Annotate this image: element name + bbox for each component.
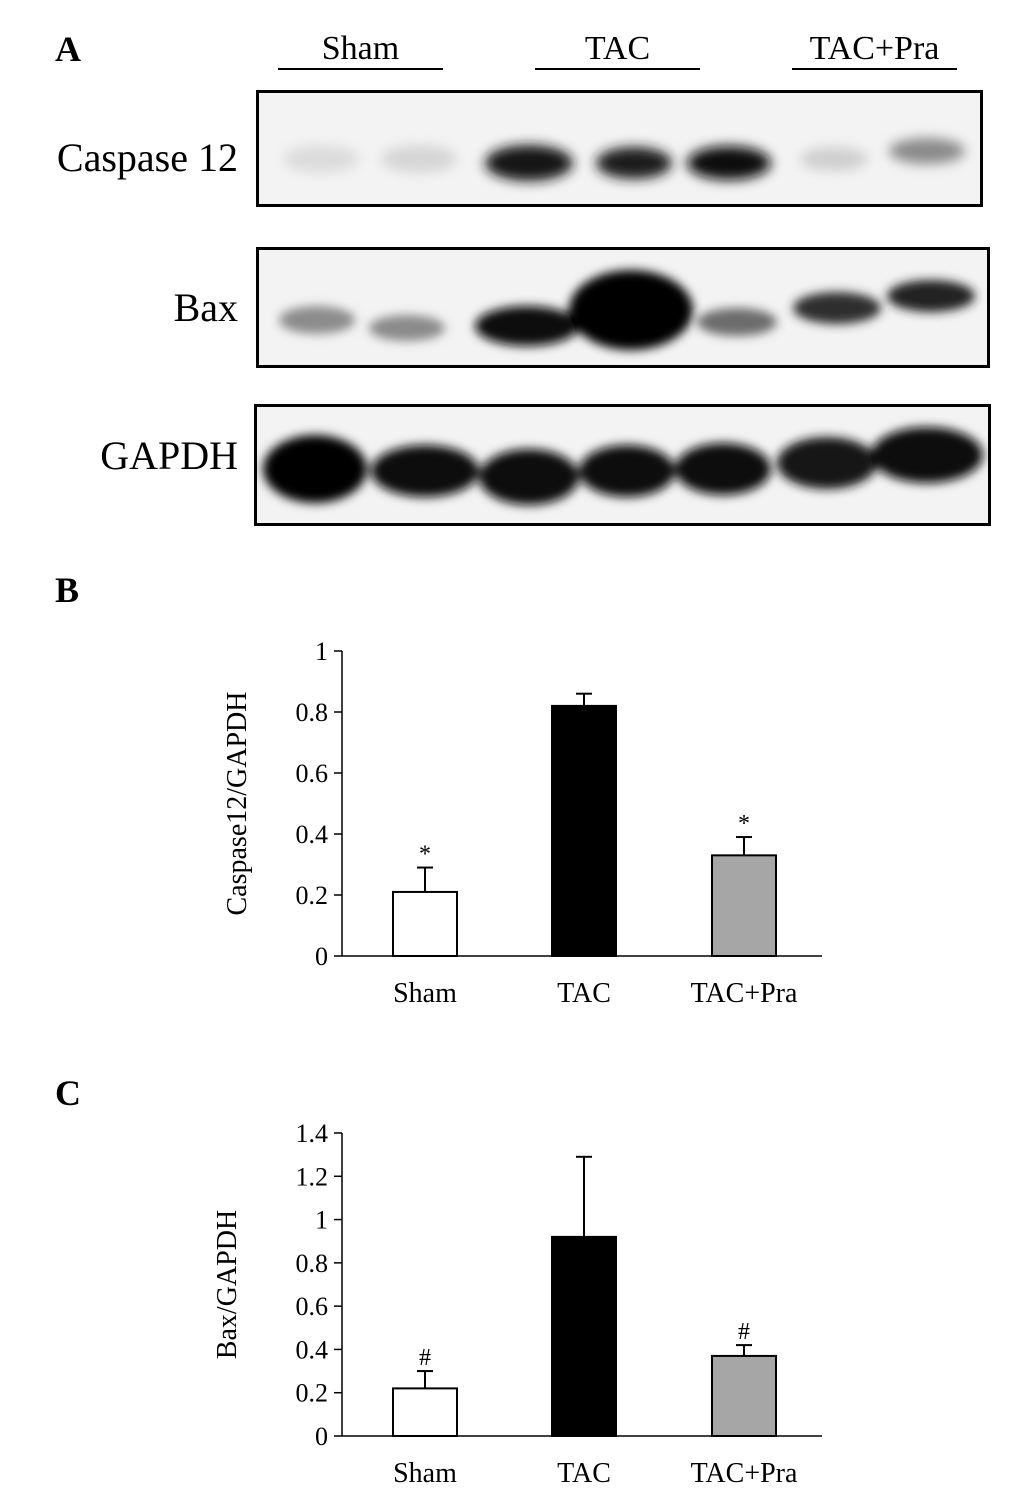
chart-b-y-label: Caspase12/GAPDH bbox=[222, 692, 253, 916]
chart-c-significance-mark: # bbox=[419, 1345, 431, 1371]
band-casp12-lane6 bbox=[800, 147, 868, 171]
chart-c-significance-mark: # bbox=[738, 1319, 750, 1345]
chart-c-bar-2 bbox=[551, 1235, 617, 1437]
band-gapdh-lane6 bbox=[777, 437, 877, 489]
chart-c-y-label: Bax/GAPDH bbox=[212, 1210, 243, 1359]
chart-c-y-tick-label: 0.6 bbox=[296, 1292, 329, 1321]
band-bax-lane5 bbox=[697, 308, 777, 336]
chart-c-y-tick-label: 0.4 bbox=[296, 1335, 329, 1364]
chart-b-bar-2 bbox=[551, 704, 617, 957]
band-casp12-lane3 bbox=[485, 145, 573, 181]
chart-b-y-tick-label: 1 bbox=[315, 637, 328, 666]
chart-b-x-tick-label: TAC bbox=[557, 978, 611, 1009]
blot-gapdh bbox=[254, 404, 991, 526]
chart-b-y-tick-label: 0.8 bbox=[296, 698, 329, 727]
chart-c-y-tick-label: 1 bbox=[315, 1206, 328, 1235]
group-underline-tac bbox=[535, 68, 700, 70]
band-gapdh-lane2 bbox=[371, 445, 479, 497]
band-bax-lane6 bbox=[793, 292, 881, 324]
band-casp12-lane1 bbox=[283, 145, 359, 173]
group-underline-tac-pra bbox=[792, 68, 957, 70]
band-gapdh-lane3 bbox=[479, 449, 579, 505]
panel-b-letter: B bbox=[55, 570, 79, 610]
chart-b-bar-1 bbox=[392, 890, 458, 958]
band-bax-lane2 bbox=[369, 315, 445, 341]
group-underline-sham bbox=[278, 68, 443, 70]
group-label-sham: Sham bbox=[321, 30, 400, 67]
chart-c-y-tick-label: 0.8 bbox=[296, 1249, 329, 1278]
chart-c-y-tick-label: 0.2 bbox=[296, 1379, 329, 1408]
chart-c-y-tick-label: 1.4 bbox=[296, 1119, 329, 1148]
chart-b-y-tick-label: 0.4 bbox=[296, 820, 329, 849]
band-gapdh-lane5 bbox=[675, 443, 771, 495]
protein-label-caspase12: Caspase 12 bbox=[56, 135, 238, 180]
chart-c-x-tick-label: Sham bbox=[393, 1458, 457, 1489]
band-casp12-lane2 bbox=[381, 145, 457, 173]
chart-c-x-tick-label: TAC+Pra bbox=[691, 1458, 798, 1489]
band-gapdh-lane4 bbox=[579, 445, 675, 497]
panel-a-letter: A bbox=[55, 29, 81, 69]
chart-b-significance-mark: * bbox=[419, 842, 431, 868]
chart-b-x-tick-label: Sham bbox=[393, 978, 457, 1009]
blot-bax bbox=[256, 247, 990, 368]
band-casp12-lane4 bbox=[596, 147, 672, 179]
chart-b-x-tick-label: TAC+Pra bbox=[691, 978, 798, 1009]
band-bax-lane4 bbox=[569, 270, 693, 350]
band-bax-lane7 bbox=[887, 280, 975, 312]
chart-c-bar-3 bbox=[711, 1354, 777, 1437]
chart-c: C 0 0.2 0.4 0.6 0.8 1 1.2 1.4 Bax/GAPDH # Sham TAC # T… bbox=[55, 1073, 822, 1489]
band-casp12-lane7 bbox=[889, 138, 965, 164]
band-bax-lane3 bbox=[475, 306, 579, 346]
chart-b: B 0 0.2 0.4 0.6 0.8 1 Caspase12/GAPDH * Sham TAC * T… bbox=[55, 570, 822, 1009]
chart-b-y-tick-label: 0.2 bbox=[296, 881, 329, 910]
group-label-tac: TAC bbox=[584, 30, 651, 67]
chart-b-bar-3 bbox=[711, 854, 777, 958]
band-casp12-lane5 bbox=[687, 146, 771, 180]
blot-caspase12 bbox=[256, 90, 983, 207]
protein-label-gapdh: GAPDH bbox=[100, 433, 238, 478]
chart-b-y-tick-label: 0 bbox=[315, 942, 328, 971]
chart-b-y-tick-label: 0.6 bbox=[296, 759, 329, 788]
protein-label-bax: Bax bbox=[173, 285, 238, 330]
chart-b-significance-mark: * bbox=[738, 811, 750, 837]
chart-c-y-tick-label: 0 bbox=[315, 1422, 328, 1451]
band-gapdh-lane7 bbox=[871, 427, 983, 483]
band-bax-lane1 bbox=[279, 306, 355, 334]
panel-c-letter: C bbox=[55, 1073, 81, 1113]
chart-c-y-tick-label: 1.2 bbox=[296, 1162, 329, 1191]
chart-c-x-tick-label: TAC bbox=[557, 1458, 611, 1489]
group-label-tac-pra: TAC+Pra bbox=[809, 30, 940, 67]
chart-c-bar-1 bbox=[392, 1387, 458, 1437]
band-gapdh-lane1 bbox=[263, 435, 367, 503]
